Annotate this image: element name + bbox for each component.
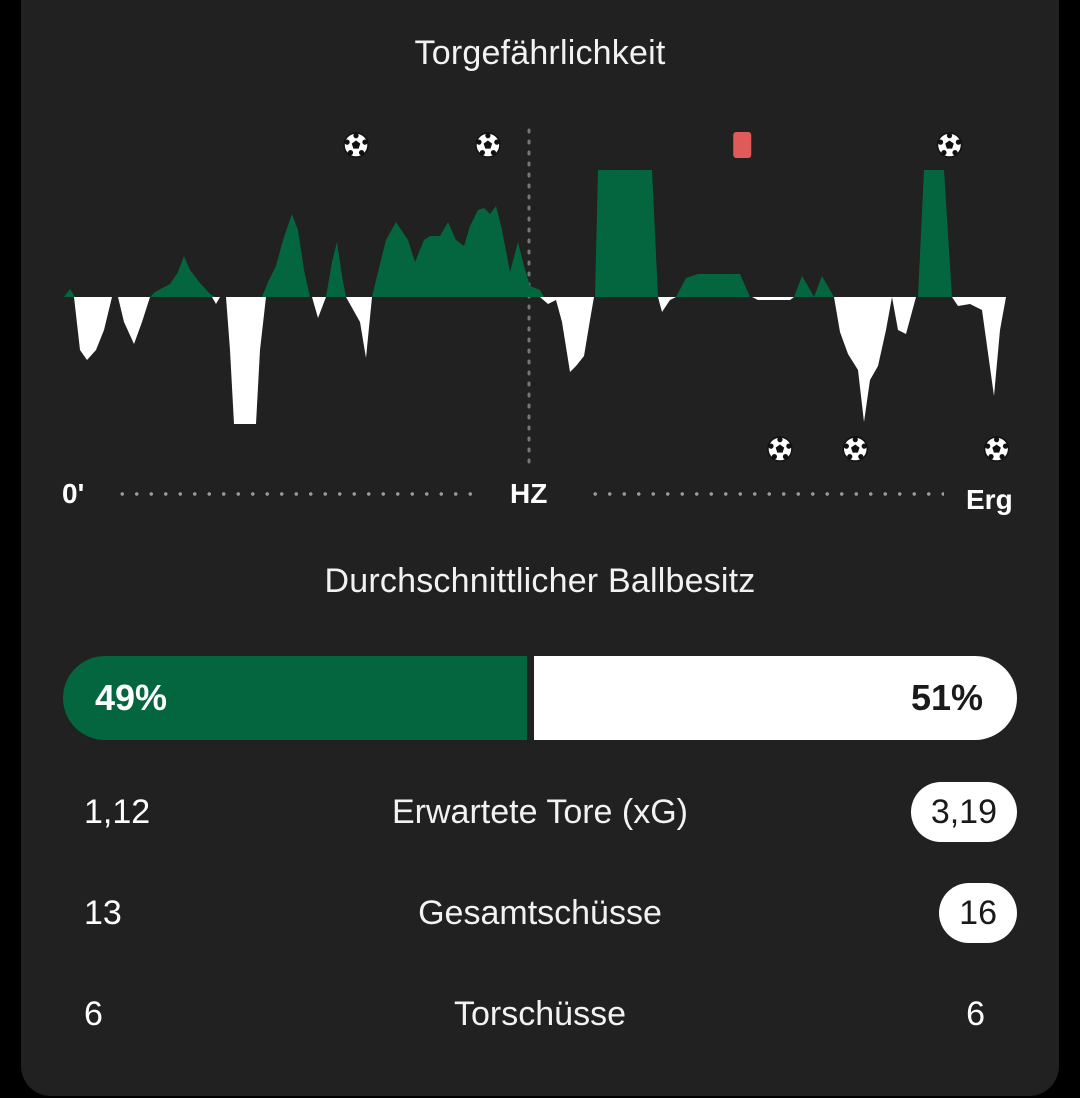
axis-halftime-label: HZ — [510, 478, 548, 509]
axis-end-label: Erg — [966, 484, 1013, 515]
possession-away-value: 51% — [910, 677, 983, 718]
stat-row-xg: 1,12 Erwartete Tore (xG) 3,19 — [0, 782, 1080, 842]
home-pressure-area — [64, 170, 952, 297]
momentum-title: Torgefährlichkeit — [414, 34, 666, 72]
possession-home-bar: 49% — [63, 656, 527, 740]
stat-away-value: 16 — [939, 883, 1017, 943]
axis-start-label: 0' — [62, 478, 85, 509]
stat-away-value: 6 — [966, 995, 985, 1033]
stat-label: Gesamtschüsse — [418, 894, 662, 932]
stat-home-value: 6 — [84, 995, 103, 1033]
away-pressure-area — [74, 297, 1006, 424]
stat-label: Torschüsse — [454, 995, 626, 1033]
momentum-chart — [64, 128, 1010, 468]
stat-row-shots-on-target: 6 Torschüsse 6 — [0, 984, 1080, 1044]
stat-row-total-shots: 13 Gesamtschüsse 16 — [0, 883, 1080, 943]
match-stats-card — [21, 0, 1059, 1096]
stat-label: Erwartete Tore (xG) — [391, 793, 688, 831]
second-half-dots — [588, 492, 944, 496]
possession-away-bar: 51% — [534, 656, 1017, 740]
possession-home-value: 49% — [95, 677, 168, 718]
soccer-ball-icon — [475, 132, 501, 158]
stat-home-value: 13 — [84, 894, 122, 932]
stat-away-value: 3,19 — [910, 782, 1017, 842]
possession-title: Durchschnittlicher Ballbesitz — [324, 562, 756, 600]
soccer-ball-icon — [842, 436, 869, 462]
stat-home-value: 1,12 — [84, 793, 151, 831]
soccer-ball-icon — [983, 436, 1010, 462]
red-card-icon — [733, 132, 752, 158]
first-half-dots — [115, 492, 475, 496]
soccer-ball-icon — [936, 132, 963, 158]
soccer-ball-icon — [343, 132, 369, 158]
soccer-ball-icon — [767, 436, 793, 462]
